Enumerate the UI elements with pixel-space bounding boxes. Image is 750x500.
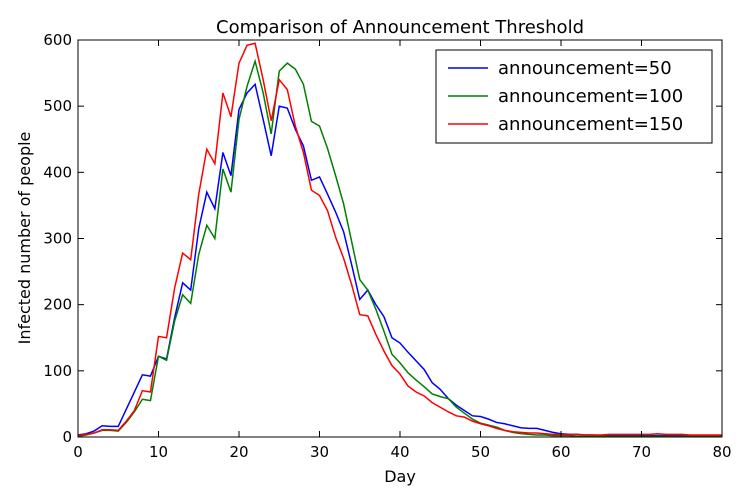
x-axis-ticks: 0 10 20 30 40 50 60 70 80: [73, 40, 732, 461]
legend: announcement=50 announcement=100 announc…: [435, 49, 713, 144]
x-tick-label: 60: [551, 443, 570, 461]
chart-title: Comparison of Announcement Threshold: [216, 17, 584, 38]
legend-label-announcement-100: announcement=100: [498, 86, 683, 107]
series-line-announcement-100: [77, 58, 722, 438]
x-tick-label: 40: [390, 443, 409, 461]
y-tick-label: 300: [43, 230, 72, 248]
y-tick-label: 200: [43, 296, 72, 314]
y-tick-label: 400: [43, 163, 72, 181]
x-tick-label: 70: [632, 443, 651, 461]
x-tick-label: 10: [149, 443, 168, 461]
x-tick-label: 0: [73, 443, 83, 461]
x-tick-label: 50: [471, 443, 490, 461]
x-tick-label: 20: [229, 443, 248, 461]
y-tick-label: 600: [43, 31, 72, 49]
y-axis-label: Infected number of people: [15, 132, 34, 345]
y-axis-ticks: 0 100 200 300 400 500 600: [43, 31, 722, 446]
y-tick-label: 500: [43, 97, 72, 115]
legend-label-announcement-150: announcement=150: [498, 114, 683, 135]
legend-label-announcement-50: announcement=50: [498, 58, 672, 79]
x-tick-label: 80: [712, 443, 731, 461]
x-tick-label: 30: [310, 443, 329, 461]
y-tick-label: 100: [43, 362, 72, 380]
y-tick-label: 0: [62, 428, 72, 446]
x-axis-label: Day: [384, 467, 416, 486]
series-line-announcement-150: [77, 42, 722, 437]
plot-series-group: [77, 42, 722, 438]
